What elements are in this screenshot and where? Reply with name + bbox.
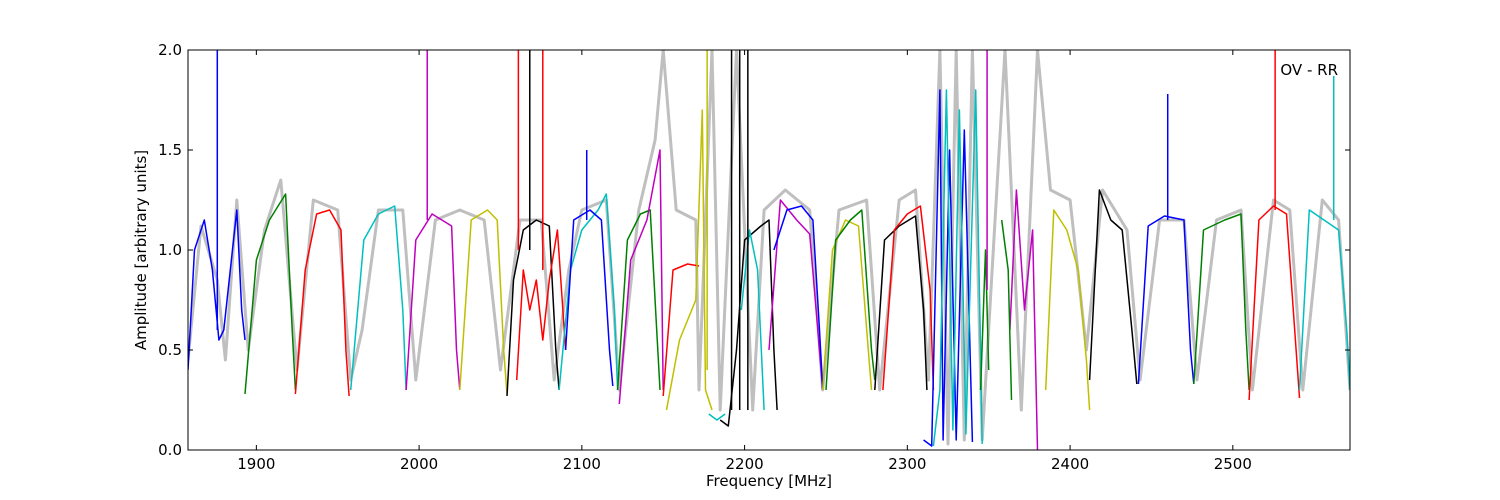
x-tick-label: 1900 bbox=[237, 455, 275, 473]
series-line-5 bbox=[405, 213, 461, 391]
series-line-14 bbox=[665, 109, 713, 411]
series-line-32 bbox=[1193, 213, 1250, 391]
series-line-1 bbox=[188, 209, 246, 371]
series-line-22 bbox=[874, 215, 928, 391]
y-tick-label: 1.0 bbox=[158, 241, 182, 259]
x-tick-label: 2200 bbox=[725, 455, 763, 473]
y-axis-label: Amplitude [arbitrary units] bbox=[132, 150, 150, 350]
x-tick-label: 2000 bbox=[400, 455, 438, 473]
y-tick-label: 2.0 bbox=[158, 41, 182, 59]
x-tick-label: 2100 bbox=[563, 455, 601, 473]
series-line-15 bbox=[708, 413, 726, 421]
series-line-31 bbox=[1137, 215, 1195, 385]
series-line-34 bbox=[1298, 209, 1350, 391]
x-tick-label: 2500 bbox=[1214, 455, 1252, 473]
series-line-16 bbox=[719, 219, 778, 427]
background-series-line bbox=[188, 50, 1350, 446]
series-line-25 bbox=[932, 89, 983, 447]
series-line-7 bbox=[506, 219, 560, 397]
x-axis-label: Frequency [MHz] bbox=[706, 472, 832, 490]
series-line-13 bbox=[662, 263, 700, 397]
series-line-26 bbox=[979, 249, 990, 391]
series-line-8 bbox=[515, 229, 567, 381]
series-line-3 bbox=[294, 209, 350, 397]
series-line-30 bbox=[1088, 189, 1138, 385]
series-line-6 bbox=[459, 209, 508, 395]
series-line-11 bbox=[616, 209, 661, 391]
series-line-9 bbox=[558, 193, 619, 391]
series-line-20 bbox=[821, 219, 873, 391]
x-axis-ticks: 1900 2000 2100 2200 2300 2400 2500 bbox=[237, 50, 1252, 473]
series-line-23 bbox=[882, 205, 935, 391]
series-line-19 bbox=[773, 205, 824, 391]
series-line-21 bbox=[825, 209, 876, 391]
series-line-12 bbox=[618, 149, 664, 405]
y-tick-label: 1.5 bbox=[158, 141, 182, 159]
y-tick-label: 0.5 bbox=[158, 341, 182, 359]
series-line-33 bbox=[1248, 205, 1301, 401]
x-tick-label: 2300 bbox=[888, 455, 926, 473]
plot-annotation: OV - RR bbox=[1280, 61, 1338, 79]
series-line-17 bbox=[740, 229, 765, 411]
series-line-4 bbox=[349, 205, 407, 391]
series-line-2 bbox=[244, 193, 297, 395]
y-tick-label: 0.0 bbox=[158, 441, 182, 459]
series-line-28 bbox=[1000, 219, 1013, 401]
series-line-29 bbox=[1044, 209, 1091, 411]
x-tick-label: 2400 bbox=[1051, 455, 1089, 473]
series-line-24 bbox=[923, 89, 974, 447]
series-line-18 bbox=[768, 199, 824, 391]
y-axis-ticks: 0.0 0.5 1.0 1.5 2.0 bbox=[158, 41, 1350, 459]
series-line-10 bbox=[564, 209, 614, 387]
series-layer bbox=[188, 50, 1350, 450]
series-line-27 bbox=[1009, 189, 1039, 450]
